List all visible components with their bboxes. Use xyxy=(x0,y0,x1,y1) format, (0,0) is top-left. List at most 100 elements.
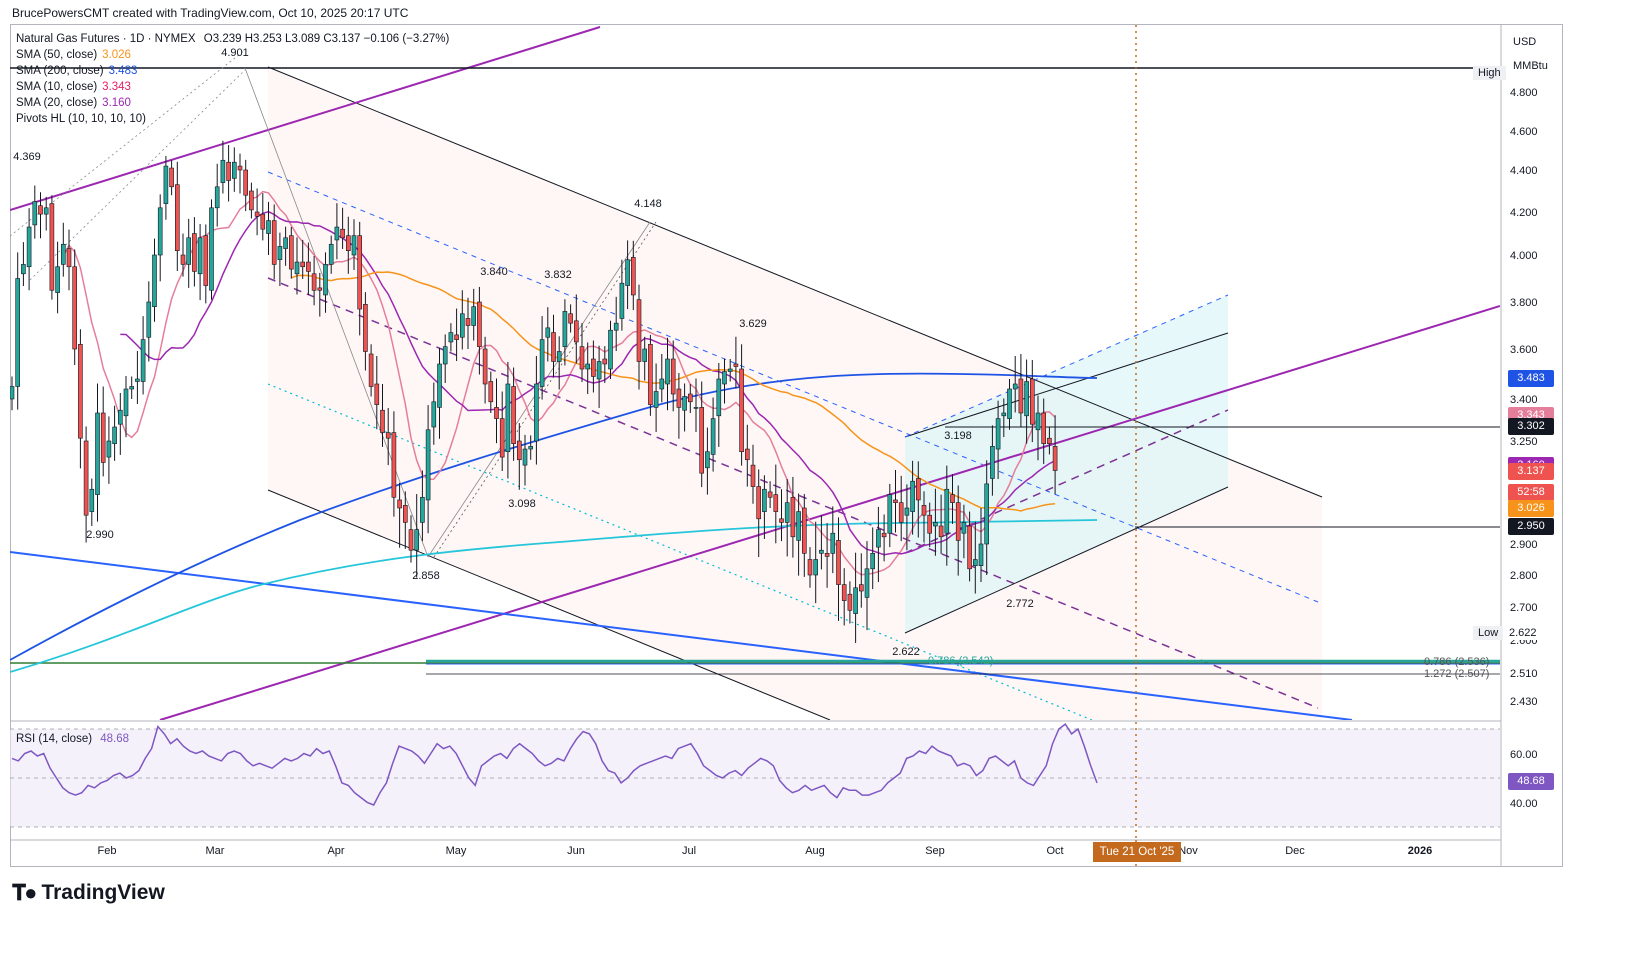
candle[interactable] xyxy=(938,494,944,554)
candle[interactable] xyxy=(790,476,796,558)
candle[interactable] xyxy=(630,240,636,310)
candle[interactable] xyxy=(585,342,591,394)
candle[interactable] xyxy=(893,469,898,533)
candle[interactable] xyxy=(408,515,414,563)
candle[interactable] xyxy=(214,163,220,227)
candle[interactable] xyxy=(773,464,779,544)
candle[interactable] xyxy=(819,515,824,570)
candle[interactable] xyxy=(442,334,448,383)
candle[interactable] xyxy=(699,381,705,488)
candle[interactable] xyxy=(334,203,340,260)
candle[interactable] xyxy=(385,407,391,466)
candle[interactable] xyxy=(402,491,408,549)
candle[interactable] xyxy=(260,193,266,241)
candle[interactable] xyxy=(927,502,933,548)
candle[interactable] xyxy=(915,461,921,538)
candle[interactable] xyxy=(653,363,659,433)
candle[interactable] xyxy=(175,161,180,271)
candle[interactable] xyxy=(1041,398,1046,465)
candle[interactable] xyxy=(950,474,955,524)
candle[interactable] xyxy=(397,482,402,548)
candle[interactable] xyxy=(157,194,163,282)
candle[interactable] xyxy=(870,527,876,590)
candle[interactable] xyxy=(921,491,927,543)
candle[interactable] xyxy=(545,307,551,362)
candle[interactable] xyxy=(784,479,790,557)
candle[interactable] xyxy=(659,354,665,403)
candle[interactable] xyxy=(72,249,77,365)
candle[interactable] xyxy=(448,323,454,352)
candle[interactable] xyxy=(716,363,722,447)
candle[interactable] xyxy=(1035,395,1041,461)
candle[interactable] xyxy=(967,511,972,582)
candle[interactable] xyxy=(505,362,511,479)
candle[interactable] xyxy=(511,367,516,461)
candle[interactable] xyxy=(762,475,767,539)
candle[interactable] xyxy=(345,216,351,274)
candle[interactable] xyxy=(477,286,482,375)
candle[interactable] xyxy=(482,336,488,404)
candle[interactable] xyxy=(55,241,60,314)
candle[interactable] xyxy=(317,272,323,317)
candle[interactable] xyxy=(357,221,363,336)
candle[interactable] xyxy=(733,336,739,389)
candle[interactable] xyxy=(602,346,608,383)
candle[interactable] xyxy=(676,373,682,439)
candle[interactable] xyxy=(984,460,990,575)
candle[interactable] xyxy=(642,336,648,381)
candle[interactable] xyxy=(591,340,596,393)
candle[interactable] xyxy=(767,481,773,508)
candle[interactable] xyxy=(420,470,425,542)
candle[interactable] xyxy=(226,145,231,202)
candle[interactable] xyxy=(123,376,129,438)
candle[interactable] xyxy=(1007,379,1012,430)
candle[interactable] xyxy=(596,345,602,408)
candle[interactable] xyxy=(961,504,967,559)
legend-indicator-row[interactable]: SMA (20, close) 3.160 xyxy=(16,97,131,109)
candle[interactable] xyxy=(112,405,117,461)
candle[interactable] xyxy=(95,383,100,522)
legend-indicator-row[interactable]: SMA (50, close) 3.026 xyxy=(16,49,131,61)
candle[interactable] xyxy=(425,405,431,534)
candle[interactable] xyxy=(1030,360,1035,443)
candle[interactable] xyxy=(140,316,146,395)
candle[interactable] xyxy=(186,218,191,288)
candle[interactable] xyxy=(192,217,197,287)
candle[interactable] xyxy=(15,252,20,410)
candle[interactable] xyxy=(898,475,904,542)
candle[interactable] xyxy=(665,337,670,411)
candle[interactable] xyxy=(619,259,625,331)
candle[interactable] xyxy=(78,329,83,469)
candle[interactable] xyxy=(454,308,459,361)
candle[interactable] xyxy=(1047,427,1052,455)
candle[interactable] xyxy=(1001,398,1007,438)
candle[interactable] xyxy=(779,489,784,542)
candle[interactable] xyxy=(682,383,687,432)
candle[interactable] xyxy=(1012,356,1018,413)
candle[interactable] xyxy=(49,195,55,300)
candle[interactable] xyxy=(152,238,157,322)
candle[interactable] xyxy=(118,393,123,455)
candle[interactable] xyxy=(990,425,995,496)
candle[interactable] xyxy=(266,201,271,255)
candle[interactable] xyxy=(830,506,836,574)
candle[interactable] xyxy=(836,517,841,621)
candle[interactable] xyxy=(300,239,306,279)
candle[interactable] xyxy=(488,371,494,414)
candle[interactable] xyxy=(169,160,174,196)
legend-indicator-row[interactable]: Pivots HL (10, 10, 10, 10) xyxy=(16,113,146,125)
tradingview-logo[interactable]: 𝐓● TradingView xyxy=(12,880,165,906)
candle[interactable] xyxy=(978,508,984,583)
candle[interactable] xyxy=(294,237,300,295)
candle[interactable] xyxy=(710,397,716,472)
candle[interactable] xyxy=(254,188,260,236)
candle[interactable] xyxy=(910,460,915,535)
candle[interactable] xyxy=(391,411,397,517)
candle[interactable] xyxy=(904,484,910,551)
candle[interactable] xyxy=(579,323,585,382)
candle[interactable] xyxy=(648,334,653,416)
candle[interactable] xyxy=(858,553,864,608)
candle[interactable] xyxy=(89,478,95,526)
candle[interactable] xyxy=(340,207,345,249)
legend-indicator-row[interactable]: SMA (10, close) 3.343 xyxy=(16,81,131,93)
